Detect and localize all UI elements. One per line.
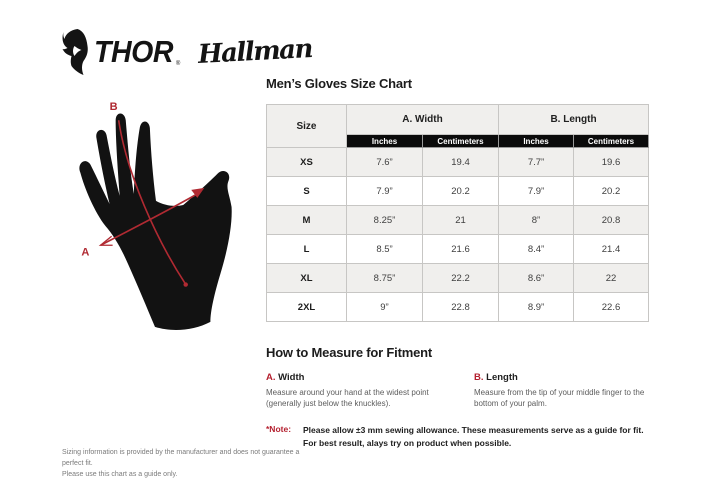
value-cell: 7.9” xyxy=(346,176,423,207)
value-cell: 8.25” xyxy=(346,205,423,236)
measure-instructions: A. Width Measure around your hand at the… xyxy=(266,372,650,410)
table-row: L 8.5” 21.6 8.4” 21.4 xyxy=(266,234,650,265)
size-cell: M xyxy=(266,205,347,236)
glove-measurement-diagram: B A xyxy=(79,101,232,330)
size-cell: XS xyxy=(266,147,347,178)
disclaimer-line-2: Please use this chart as a guide only. xyxy=(62,471,178,479)
value-cell: 22 xyxy=(572,263,650,294)
note-text: Please allow ±3 mm sewing allowance. The… xyxy=(303,424,644,448)
unit-header-width-centimeters: Centimeters xyxy=(422,134,499,149)
table-row: S 7.9” 20.2 7.9” 20.2 xyxy=(266,176,650,207)
registered-mark: ® xyxy=(175,61,181,67)
value-cell: 20.2 xyxy=(572,176,650,207)
length-line-end-dot xyxy=(183,282,188,287)
measure-section-title: How to Measure for Fitment xyxy=(266,345,432,361)
measure-desc-width: Measure around your hand at the widest p… xyxy=(266,387,429,409)
value-cell: 21.6 xyxy=(422,234,499,265)
value-cell: 22.8 xyxy=(422,292,499,323)
value-cell: 8” xyxy=(498,205,574,236)
value-cell: 7.7” xyxy=(498,147,574,178)
width-arrowhead-right xyxy=(191,187,205,198)
hand-silhouette xyxy=(79,113,232,330)
manufacturer-disclaimer: Sizing information is provided by the ma… xyxy=(62,447,318,481)
value-cell: 20.2 xyxy=(422,176,499,207)
value-cell: 8.4” xyxy=(498,234,574,265)
col-header-width: A. Width xyxy=(346,104,499,136)
value-cell: 9” xyxy=(346,292,423,323)
measure-desc-length: Measure from the tip of your middle fing… xyxy=(474,387,645,409)
measure-name-length: Length xyxy=(486,371,518,383)
thor-logo-text: THOR xyxy=(94,34,173,69)
hallman-logo-text: Hallman xyxy=(197,34,313,70)
value-cell: 7.9” xyxy=(498,176,574,207)
size-cell: XL xyxy=(266,263,347,294)
disclaimer-line-1: Sizing information is provided by the ma… xyxy=(62,449,300,468)
measure-letter-a: A. xyxy=(266,371,276,383)
value-cell: 22.6 xyxy=(572,292,650,323)
label-b: B xyxy=(110,101,118,113)
col-header-length: B. Length xyxy=(497,104,650,136)
table-row: 2XL 9” 22.8 8.9” 22.6 xyxy=(266,292,650,323)
value-cell: 8.6” xyxy=(498,263,574,294)
thor-helmet-icon xyxy=(62,29,88,75)
table-row: XL 8.75” 22.2 8.6” 22 xyxy=(266,263,650,294)
size-cell: S xyxy=(266,176,347,207)
chart-title: Men’s Gloves Size Chart xyxy=(266,76,412,91)
length-measure-line xyxy=(117,120,186,285)
table-group-header-row: Size A. Width B. Length xyxy=(266,104,650,149)
value-cell: 21.4 xyxy=(572,234,650,265)
measure-label-width: A. Width xyxy=(266,372,458,383)
note-label: *Note: xyxy=(266,423,292,434)
chart-column: Men’s Gloves Size Chart Size A. Width B.… xyxy=(266,76,650,450)
table-unit-header-row: Inches Centimeters Inches Centimeters xyxy=(267,134,650,149)
measure-item-length: B. Length Measure from the tip of your m… xyxy=(474,372,650,410)
fit-note: *Note: Please allow ±3 mm sewing allowan… xyxy=(266,424,650,450)
label-a: A xyxy=(81,246,89,258)
table-row: XS 7.6” 19.4 7.7” 19.6 xyxy=(266,147,650,178)
size-table: Size A. Width B. Length Inches Centimete… xyxy=(266,104,650,323)
value-cell: 22.2 xyxy=(422,263,499,294)
value-cell: 8.75” xyxy=(346,263,423,294)
value-cell: 7.6” xyxy=(346,147,423,178)
width-arrowhead-left xyxy=(98,235,113,246)
value-cell: 19.6 xyxy=(572,147,650,178)
thor-logo: THOR ® xyxy=(62,29,180,75)
brand-logos: THOR ® Hallman xyxy=(62,26,313,78)
unit-header-width-inches: Inches xyxy=(346,134,423,149)
measure-letter-b: B. xyxy=(474,371,484,383)
measure-name-width: Width xyxy=(278,371,305,383)
col-header-size: Size xyxy=(266,104,347,149)
value-cell: 20.8 xyxy=(572,205,650,236)
unit-header-length-inches: Inches xyxy=(498,134,574,149)
value-cell: 19.4 xyxy=(422,147,499,178)
measure-item-width: A. Width Measure around your hand at the… xyxy=(266,372,458,410)
size-cell: 2XL xyxy=(266,292,347,323)
size-cell: L xyxy=(266,234,347,265)
table-row: M 8.25” 21 8” 20.8 xyxy=(266,205,650,236)
width-measure-line xyxy=(100,193,198,246)
unit-header-length-centimeters: Centimeters xyxy=(572,134,650,149)
value-cell: 8.5” xyxy=(346,234,423,265)
measure-label-length: B. Length xyxy=(474,372,650,383)
value-cell: 8.9” xyxy=(498,292,574,323)
value-cell: 21 xyxy=(422,205,499,236)
